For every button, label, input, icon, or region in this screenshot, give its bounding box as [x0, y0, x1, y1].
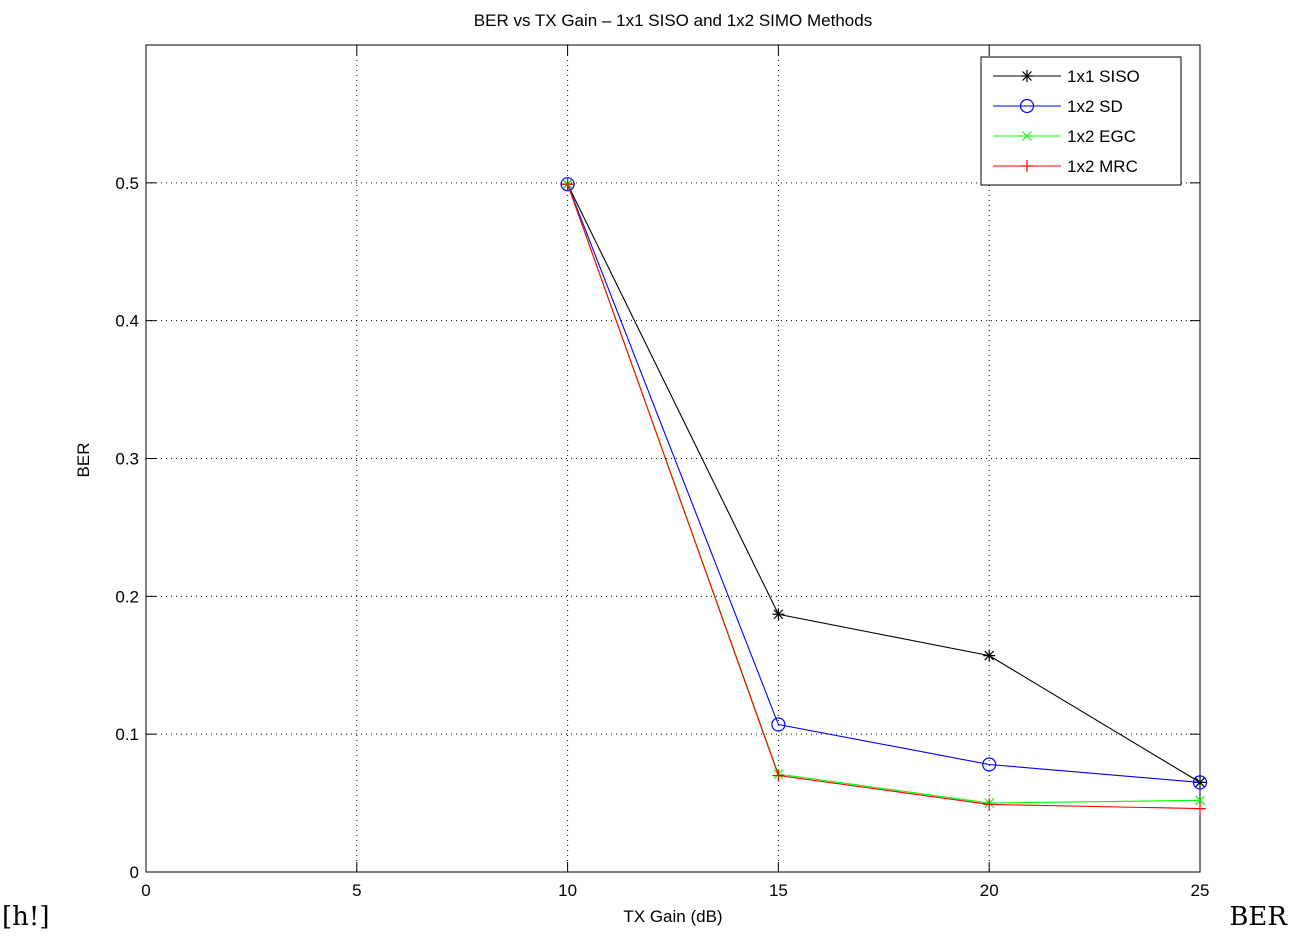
- data-point: [983, 798, 996, 811]
- data-point: [561, 178, 574, 191]
- y-tick-label: 0.1: [115, 725, 139, 744]
- data-point: [1195, 795, 1205, 806]
- x-tick-label: 15: [769, 881, 788, 900]
- legend-entry: 1x1 SISO: [993, 67, 1140, 86]
- series-line: [567, 184, 1201, 783]
- x-tick-label: 25: [1191, 881, 1210, 900]
- data-point: [1192, 775, 1208, 790]
- data-point: [772, 608, 785, 621]
- legend-entry: 1x2 EGC: [993, 127, 1136, 146]
- chart-title: BER vs TX Gain – 1x1 SISO and 1x2 SIMO M…: [474, 11, 872, 30]
- data-point: [1194, 802, 1206, 815]
- page-note-left: [h!]: [2, 902, 50, 932]
- legend-marker: [1022, 131, 1032, 141]
- legend: 1x1 SISO 1x2 SD 1x2 EGC 1x2 MRC: [980, 56, 1182, 186]
- legend-marker: [1021, 160, 1033, 172]
- y-tick-label: 0.2: [115, 587, 139, 606]
- y-tick-label: 0.5: [115, 174, 139, 193]
- y-axis-label: BER: [74, 443, 93, 478]
- data-point: [560, 177, 575, 192]
- series-layer: [560, 177, 1208, 815]
- legend-entry: 1x2 MRC: [993, 157, 1138, 176]
- y-tick-label: 0.4: [115, 312, 139, 331]
- page-note-right: BER: [1229, 902, 1287, 932]
- legend-box: [980, 56, 1182, 186]
- data-point: [771, 717, 786, 732]
- y-tick-label: 0.3: [115, 450, 139, 469]
- x-tick-label: 20: [980, 881, 999, 900]
- legend-label: 1x2 EGC: [1067, 127, 1136, 146]
- legend-entry: 1x2 SD: [993, 97, 1123, 116]
- x-axis-label: TX Gain (dB): [623, 907, 722, 926]
- series-line: [567, 183, 1201, 783]
- grid-layer: [146, 45, 1200, 872]
- x-tick-label: 5: [352, 881, 361, 900]
- legend-label: 1x1 SISO: [1067, 67, 1140, 86]
- legend-label: 1x2 MRC: [1067, 157, 1138, 176]
- series-1x2-sd: [560, 177, 1208, 790]
- legend-label: 1x2 SD: [1067, 97, 1123, 116]
- legend-marker: [1019, 98, 1035, 114]
- data-point: [982, 757, 997, 772]
- data-point: [983, 649, 996, 662]
- legend-marker: [1021, 70, 1033, 82]
- ticks-layer: 0 5 10 15 20 25 0 0.1 0.2 0.3 0.4 0.5: [115, 45, 1209, 900]
- series-line: [567, 184, 1201, 810]
- x-tick-label: 0: [141, 881, 150, 900]
- y-tick-label: 0: [130, 863, 139, 882]
- data-point: [772, 769, 785, 782]
- x-tick-label: 10: [558, 881, 577, 900]
- series-1x2-mrc: [561, 178, 1206, 815]
